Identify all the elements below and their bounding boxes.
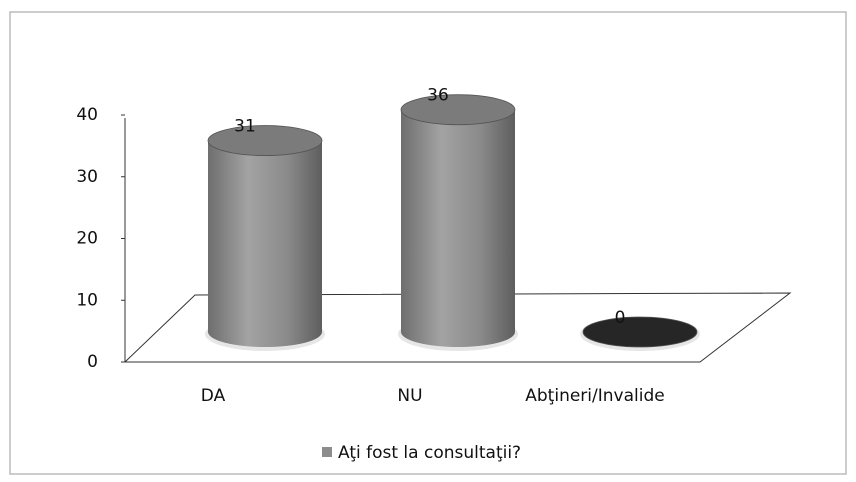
- cylinder-body: [208, 140, 322, 347]
- data-label: 36: [427, 86, 449, 106]
- y-tick-label: 10: [76, 290, 98, 310]
- data-label: 0: [615, 308, 626, 328]
- cylinder-bar: [580, 316, 700, 351]
- y-tick-label: 40: [76, 105, 98, 125]
- y-tick-label: 30: [76, 167, 98, 187]
- y-tick-label: 0: [87, 352, 98, 372]
- y-tick-label: 20: [76, 229, 98, 249]
- cylinder-bar: [205, 125, 325, 351]
- x-tick-label: NU: [397, 386, 422, 406]
- cylinder-top: [207, 125, 323, 156]
- cylinder-bar: [398, 94, 518, 351]
- cylinder-top: [400, 94, 516, 126]
- data-label: 31: [234, 117, 256, 137]
- x-tick-label: Abţineri/Invalide: [525, 386, 664, 406]
- cylinder-body: [401, 109, 515, 347]
- legend-label: Aţi fost la consultaţii?: [338, 443, 521, 463]
- legend-swatch: [322, 447, 332, 457]
- x-tick-label: DA: [201, 386, 226, 406]
- cylinder-top: [582, 316, 698, 348]
